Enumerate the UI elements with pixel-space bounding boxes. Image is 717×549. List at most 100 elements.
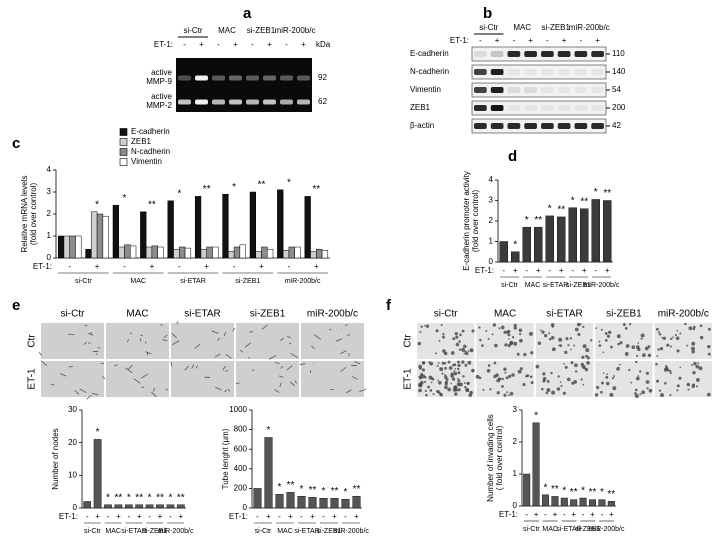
bar (319, 498, 328, 509)
cell (707, 352, 711, 356)
cell (697, 362, 700, 365)
cell (582, 344, 587, 349)
x-tick-label: - (178, 262, 181, 271)
cell (676, 389, 679, 392)
tube (299, 363, 306, 366)
tube (171, 333, 178, 339)
tube (287, 336, 291, 338)
y-axis-label: (fold over control) (29, 183, 38, 246)
tube (68, 365, 74, 368)
cell (657, 331, 660, 334)
lane-group: si-ZEB1 (247, 26, 276, 35)
cell (618, 363, 621, 366)
x-tick-label: + (513, 266, 518, 275)
tube (125, 367, 133, 374)
column-label: si-Ctr (61, 309, 86, 320)
et1-sign: + (562, 36, 567, 45)
band (178, 99, 191, 105)
band (524, 69, 537, 75)
cell (478, 376, 482, 380)
cell (579, 323, 582, 326)
cell (507, 333, 511, 337)
bar (130, 245, 137, 259)
cell (573, 380, 578, 384)
cell (438, 380, 442, 385)
tube (249, 331, 254, 333)
cell (669, 370, 672, 373)
cell (628, 368, 631, 372)
cell (678, 376, 682, 380)
band (195, 75, 208, 81)
cell (582, 383, 585, 386)
bar (598, 499, 606, 507)
bar (173, 248, 180, 259)
cell (692, 327, 696, 331)
cell (646, 387, 649, 390)
group-label: si-ETAR (294, 528, 320, 535)
kda-value: 200 (612, 103, 626, 112)
cell (468, 393, 473, 397)
cell (676, 349, 680, 353)
cell (511, 373, 515, 377)
cell (509, 341, 513, 346)
significance: ** (589, 487, 597, 498)
bar (206, 246, 213, 259)
band (591, 105, 604, 111)
bar (167, 200, 174, 259)
lane-group: MAC (513, 23, 531, 32)
cell (604, 331, 608, 335)
cell (669, 372, 672, 375)
cell (622, 322, 626, 326)
bar (330, 498, 339, 509)
cell (625, 344, 630, 348)
cell (545, 391, 549, 395)
tube (225, 353, 232, 359)
x-tick-label: - (300, 512, 303, 521)
cell (447, 387, 451, 392)
cell (458, 340, 461, 343)
cell (420, 325, 423, 328)
significance: ** (287, 480, 295, 491)
cell (693, 325, 696, 329)
cell (616, 334, 621, 339)
significance: * (177, 188, 181, 199)
kda-value: 140 (612, 67, 626, 76)
cell (421, 368, 426, 372)
significance: ** (203, 184, 211, 195)
x-tick-label: - (86, 512, 89, 521)
significance: * (168, 492, 172, 503)
y-tick-label: 0 (513, 501, 518, 510)
group-label: miR-200b/c (285, 278, 321, 285)
bar (114, 504, 123, 509)
cell (430, 381, 433, 384)
cell (479, 338, 482, 342)
cell (528, 331, 533, 336)
cell (675, 336, 680, 340)
cell (639, 370, 642, 373)
tube (191, 364, 195, 369)
band (263, 99, 276, 105)
cell (544, 334, 548, 338)
cell (647, 353, 652, 358)
x-tick-label: - (123, 262, 126, 271)
micrograph (170, 322, 235, 360)
tube (354, 361, 361, 365)
cell (435, 329, 439, 333)
cell (418, 366, 422, 370)
cell (595, 327, 598, 330)
band (591, 51, 604, 57)
tube (274, 389, 280, 393)
x-row-label: ET-1: (33, 262, 52, 271)
cell (503, 330, 507, 334)
bar (124, 244, 131, 259)
row-label: N-cadherin (410, 67, 449, 76)
cell (581, 355, 585, 359)
micrograph (170, 360, 235, 398)
cell (637, 375, 640, 377)
bar (297, 496, 306, 509)
tube (176, 321, 179, 325)
cell (516, 352, 520, 356)
cell (566, 377, 571, 382)
tube (279, 337, 284, 341)
band (557, 123, 571, 129)
